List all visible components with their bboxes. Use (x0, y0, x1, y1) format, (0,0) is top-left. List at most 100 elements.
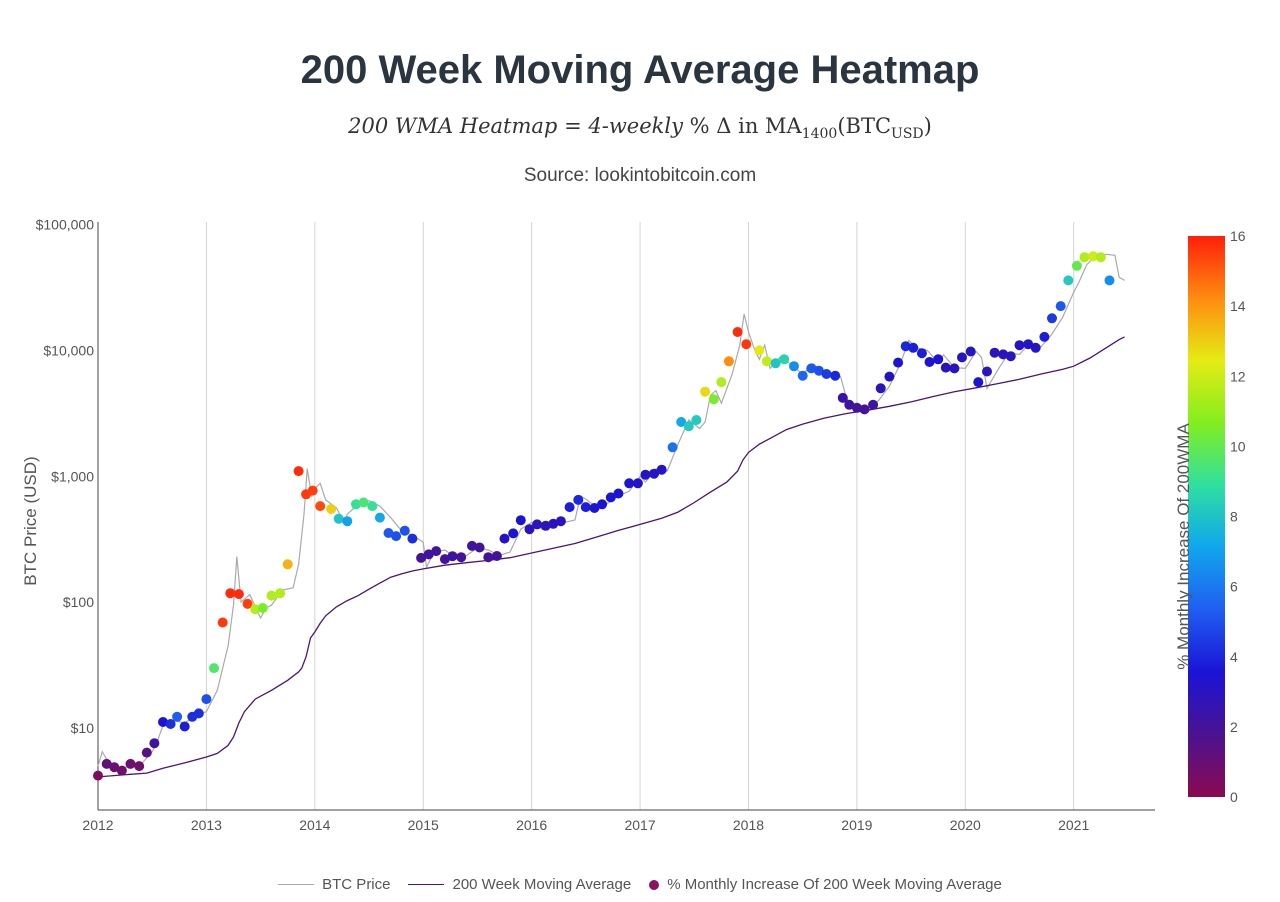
heatmap-dot-70 (667, 442, 678, 453)
heatmap-dot-30 (333, 513, 344, 524)
heatmap-dot-72 (683, 421, 694, 432)
heatmap-dot-81 (761, 356, 772, 367)
heatmap-dot-34 (367, 501, 378, 512)
heatmap-dot-102 (933, 354, 944, 365)
heatmap-dot-95 (875, 383, 886, 394)
colorbar-tick-12: 12 (1230, 368, 1246, 384)
heatmap-dot-7 (149, 738, 160, 749)
y-tick-1000: $1,000 (51, 468, 94, 484)
heatmap-dot-9 (165, 719, 176, 729)
heatmap-dot-3 (116, 765, 127, 776)
heatmap-dot-48 (483, 552, 494, 563)
heatmap-dot-90 (837, 392, 848, 403)
heatmap-dot-84 (789, 361, 799, 372)
heatmap-dot-0 (93, 770, 103, 781)
x-tick-2016: 2016 (516, 817, 547, 833)
btc-price-line (97, 253, 1125, 769)
legend: BTC Price 200 Week Moving Average % Mont… (0, 876, 1280, 893)
heatmap-dot-8 (158, 717, 168, 727)
heatmap-dot-38 (399, 525, 410, 536)
heatmap-dot-59 (573, 494, 584, 505)
heatmap-dot-104 (949, 363, 960, 374)
heatmap-dot-66 (632, 478, 643, 489)
heatmap-dot-94 (868, 399, 879, 410)
heatmap-dot-40 (416, 552, 427, 563)
heatmap-dot-63 (605, 492, 616, 503)
heatmap-dot-31 (342, 516, 353, 527)
heatmap-dot-1 (101, 758, 112, 769)
x-tick-2014: 2014 (299, 817, 330, 833)
heatmap-dot-50 (499, 533, 510, 544)
heatmap-dot-16 (217, 617, 228, 628)
formula-arg-sub: USD (891, 126, 924, 143)
heatmap-dot-46 (467, 540, 477, 551)
heatmap-dot-89 (830, 370, 841, 381)
heatmap-dot-24 (282, 559, 293, 570)
heatmap-dot-98 (900, 341, 911, 352)
x-tick-2018: 2018 (733, 817, 764, 833)
colorbar-tick-0: 0 (1230, 789, 1238, 805)
chart-title: 200 Week Moving Average Heatmap (300, 48, 980, 92)
heatmap-dot-47 (474, 542, 485, 553)
heatmap-dot-4 (125, 758, 136, 769)
y-axis-title: BTC Price (USD) (21, 456, 40, 585)
heatmap-dot-20 (250, 604, 261, 615)
heatmap-dot-27 (307, 485, 318, 496)
heatmap-dot-91 (844, 399, 855, 410)
heatmap-dot-6 (141, 747, 152, 758)
x-tick-2017: 2017 (624, 817, 655, 833)
heatmap-dot-65 (624, 478, 635, 489)
heatmap-dot-42 (431, 546, 442, 557)
legend-item-ma[interactable]: 200 Week Moving Average (408, 876, 631, 893)
colorbar-tick-8: 8 (1230, 509, 1238, 525)
heatmap-dot-93 (859, 404, 870, 415)
heatmap-dot-111 (1005, 351, 1016, 362)
y-tick-10: $10 (71, 720, 95, 736)
heatmap-dot-122 (1095, 252, 1106, 263)
formula-arg: (BTC (837, 114, 892, 138)
heatmap-dot-80 (754, 345, 765, 356)
heatmap-dot-105 (957, 352, 967, 363)
heatmap-dot-118 (1063, 275, 1074, 286)
source-text: Source: lookintobitcoin.com (523, 165, 757, 186)
heatmap-dot-78 (732, 327, 743, 337)
heatmap-dot-123 (1104, 275, 1115, 286)
colorbar-tick-2: 2 (1230, 719, 1238, 735)
colorbar-tick-10: 10 (1230, 438, 1246, 454)
formula-eq: = (564, 114, 582, 138)
legend-item-dots[interactable]: % Monthly Increase Of 200 Week Moving Av… (649, 876, 1002, 893)
heatmap-dot-32 (351, 499, 361, 510)
legend-dots-label: % Monthly Increase Of 200 Week Moving Av… (667, 876, 1002, 893)
y-tick-100000: $100,000 (36, 217, 95, 233)
heatmap-dot-52 (515, 515, 526, 526)
heatmap-dot-43 (439, 554, 450, 565)
heatmap-dot-44 (447, 551, 458, 562)
legend-item-price[interactable]: BTC Price (278, 876, 390, 893)
heatmap-dot-33 (358, 497, 369, 508)
heatmap-dot-110 (998, 349, 1009, 360)
heatmap-dot-116 (1047, 313, 1057, 324)
heatmap-dot-67 (640, 469, 651, 480)
heatmap-dot-88 (821, 369, 832, 379)
heatmap-dot-61 (589, 503, 600, 513)
heatmap-dot-60 (580, 502, 591, 513)
heatmap-dot-100 (916, 348, 927, 359)
formula-lhs: 200 WMA Heatmap (348, 114, 558, 138)
heatmap-dot-11 (179, 721, 190, 732)
heatmap-dot-2 (109, 762, 120, 773)
x-tick-2020: 2020 (950, 817, 981, 833)
heatmap-dot-113 (1023, 339, 1034, 350)
heatmap-dot-74 (700, 386, 711, 397)
heatmap-dot-101 (924, 357, 935, 367)
colorbar-tick-6: 6 (1230, 579, 1238, 595)
heatmap-dot-68 (649, 468, 660, 479)
heatmap-dot-19 (242, 598, 253, 609)
x-tick-2015: 2015 (408, 817, 439, 833)
heatmap-dot-79 (741, 339, 752, 350)
heatmap-dot-109 (989, 347, 1000, 358)
heatmap-dot-87 (813, 365, 824, 376)
heatmap-dot-45 (456, 552, 467, 563)
y-tick-10000: $10,000 (43, 342, 94, 358)
heatmap-dot-76 (716, 377, 727, 388)
legend-ma-label: 200 Week Moving Average (452, 876, 632, 893)
